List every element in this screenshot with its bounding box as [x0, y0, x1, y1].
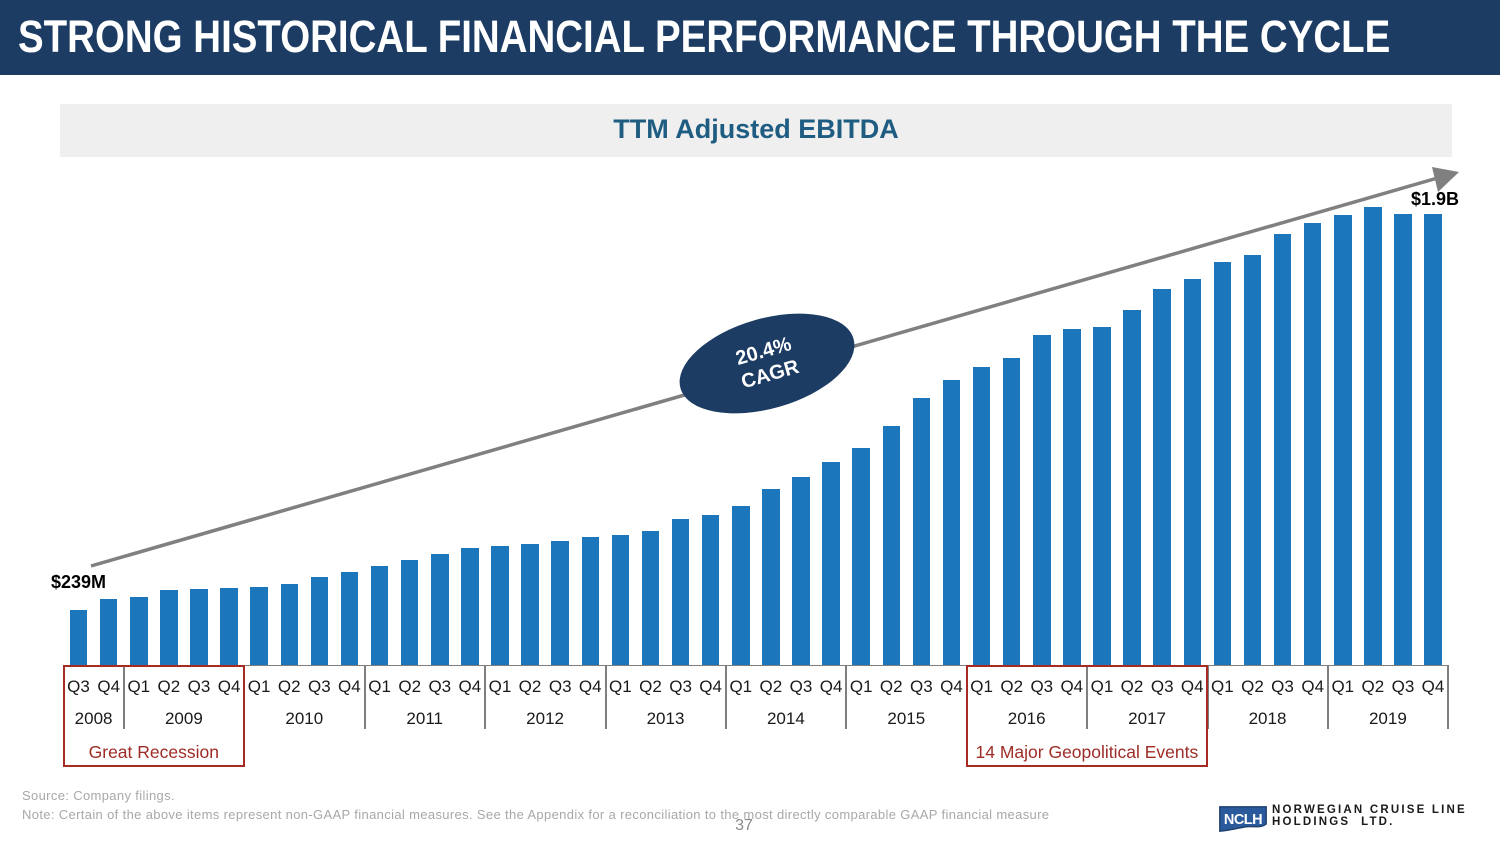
svg-text:NCLH: NCLH — [1224, 812, 1262, 828]
